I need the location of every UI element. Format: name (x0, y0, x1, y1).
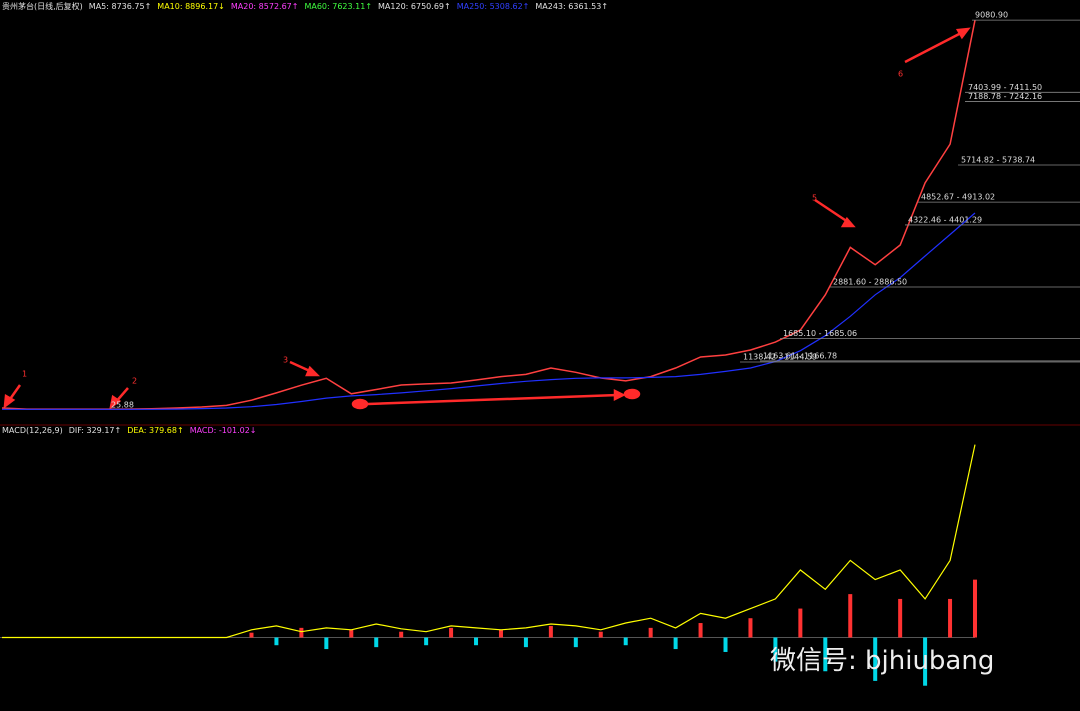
ma-item: MA120: 6750.69↑ (378, 2, 451, 11)
macd-bar (274, 637, 279, 646)
dif-line (2, 444, 976, 639)
level-label: 1138.42 - 1144.59 (743, 352, 817, 361)
level-label: 2881.60 - 2886.50 (833, 277, 907, 286)
macd-bar (873, 637, 878, 681)
macd-bar (324, 637, 329, 650)
marker-number: 5 (812, 194, 817, 203)
macd-bar (698, 623, 703, 638)
macd-item: DIF: 329.17↑ (68, 426, 122, 435)
macd-item: DEA: 379.68↑ (127, 426, 184, 435)
price-line (2, 212, 976, 410)
macd-bar (648, 627, 653, 638)
marker-number: 1 (22, 370, 27, 379)
macd-bar (449, 627, 454, 638)
ma-item: MA20: 8572.67↑ (230, 2, 299, 11)
macd-bar (573, 637, 578, 648)
level-label: 1163.61 - 1166.78 (763, 351, 837, 360)
level-label: 4852.67 - 4913.02 (921, 193, 995, 202)
macd-bar (374, 637, 379, 648)
ma-item: MA250: 5308.62↑ (456, 2, 530, 11)
macd-bar (399, 631, 404, 638)
macd-item: MACD(12,26,9) (2, 426, 63, 435)
macd-bar (823, 637, 828, 672)
macd-bar (349, 629, 354, 638)
marker-number: 6 (898, 70, 903, 79)
macd-bar (249, 632, 254, 638)
level-label: 25.88 (111, 400, 134, 409)
stock-title: 贵州茅台(日线,后复权) (2, 2, 83, 11)
macd-bar (474, 637, 479, 646)
macd-bar (523, 637, 528, 648)
arrows (3, 27, 971, 410)
ma-item: MA243: 6361.53↑ (535, 2, 609, 11)
macd-bar (299, 627, 304, 638)
level-label: 1685.10 - 1685.06 (783, 329, 857, 338)
macd-bar (498, 629, 503, 638)
macd-bar (723, 637, 728, 652)
macd-bar (748, 618, 753, 638)
level-label: 7403.99 - 7411.50 (968, 83, 1042, 92)
macd-item: MACD: -101.02↓ (189, 426, 257, 435)
level-label: 4322.46 - 4401.29 (908, 215, 982, 224)
macd-bar (673, 637, 678, 650)
macd-bar (898, 598, 903, 638)
macd-bar (623, 637, 628, 646)
macd-bar (923, 637, 928, 686)
macd-legend: MACD(12,26,9) DIF: 329.17↑ DEA: 379.68↑ MAC… (2, 426, 263, 435)
macd-bar (973, 579, 977, 638)
macd-bar (424, 637, 429, 646)
macd-bar (548, 625, 553, 638)
watermark: 微信号: bjhiubang (770, 646, 995, 676)
level-label: 9080.90 (975, 11, 1008, 20)
ma-item: MA60: 7623.11↑ (304, 2, 373, 11)
macd-bar (598, 631, 603, 638)
macd-bar (773, 637, 778, 662)
level-label: 7188.78 - 7242.16 (968, 92, 1042, 101)
macd-bar (948, 598, 953, 638)
ma-item: MA5: 8736.75↑ (88, 2, 152, 11)
price-line (1, 20, 976, 410)
ma-item: MA10: 8896.17↓ (157, 2, 225, 11)
macd-bar (848, 594, 853, 638)
macd-bar (798, 608, 803, 638)
ma-legend: 贵州茅台(日线,后复权) MA5: 8736.75↑ MA10: 8896.17↓ M… (2, 1, 614, 12)
level-label: 5714.82 - 5738.74 (961, 156, 1035, 165)
marker-number: 2 (132, 377, 137, 386)
marker-number: 3 (283, 356, 288, 365)
